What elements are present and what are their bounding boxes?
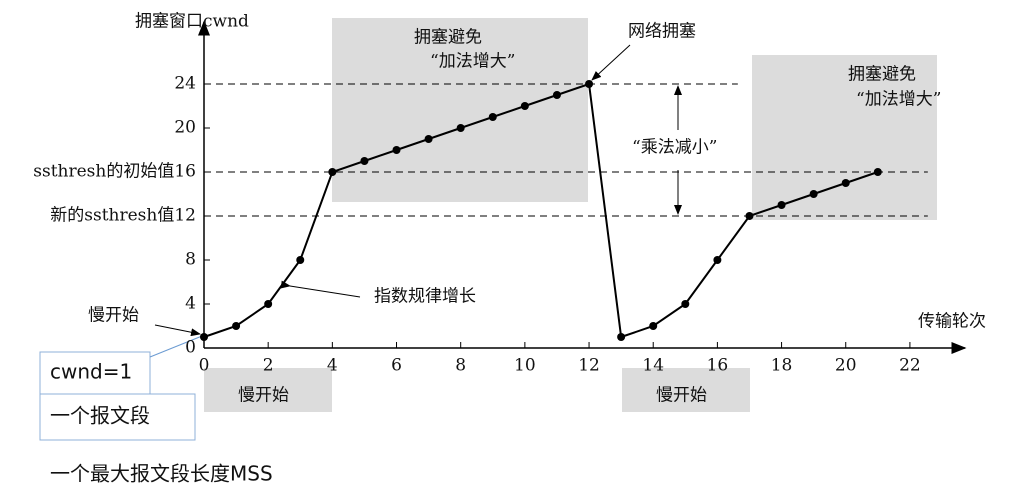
y-tick-label: 新的ssthresh值12: [50, 206, 196, 226]
annotation: 慢开始: [88, 305, 139, 326]
annotation: 拥塞避免: [848, 65, 916, 85]
data-point: [296, 256, 305, 264]
data-point: [745, 212, 754, 220]
annotation: “乘法减小”: [632, 138, 717, 158]
data-point: [777, 201, 786, 209]
y-tick-label: 24: [174, 74, 196, 94]
data-point: [809, 190, 818, 198]
note-box: [39, 351, 151, 395]
x-tick-label: 2: [263, 356, 274, 376]
x-tick-label: 18: [771, 356, 793, 376]
x-tick-label: 6: [391, 356, 402, 376]
slow-start-box: [204, 368, 332, 412]
y-tick-label: ssthresh的初始值16: [33, 162, 196, 182]
data-point: [585, 80, 594, 88]
annotation: 网络拥塞: [628, 22, 696, 42]
data-point: [681, 300, 690, 308]
avoid-box: [752, 55, 937, 220]
annotation: 一个最大报文段长度MSS: [50, 462, 273, 486]
y-tick-label: 4: [185, 294, 196, 314]
note-connector: [149, 335, 203, 358]
x-axis-label: 传输轮次: [918, 312, 986, 332]
annotation: 慢开始: [238, 385, 289, 406]
slow-start-box: [622, 368, 750, 412]
y-tick-label: 8: [185, 250, 196, 270]
arrow: [154, 324, 201, 337]
y-tick-label: 0: [185, 338, 196, 358]
y-axis-label: 拥塞窗口cwnd: [135, 12, 249, 32]
arrow: [591, 44, 631, 81]
annotation: cwnd=1: [50, 360, 132, 384]
annotation: 一个报文段: [50, 404, 150, 428]
arrow: [280, 280, 361, 298]
x-tick-label: 16: [707, 356, 729, 376]
annotation: “加法增大”: [856, 90, 941, 110]
data-point: [552, 91, 561, 99]
annotation: 慢开始: [656, 385, 707, 406]
data-point: [232, 322, 241, 330]
x-tick-label: 12: [578, 356, 600, 376]
data-point: [520, 102, 529, 110]
data-point: [424, 135, 433, 143]
x-tick-label: 22: [899, 356, 921, 376]
data-point: [200, 333, 208, 341]
annotation: 指数规律增长: [374, 287, 476, 307]
x-tick-label: 0: [199, 356, 210, 376]
data-point: [617, 333, 626, 341]
x-tick-label: 8: [455, 356, 466, 376]
data-point: [392, 146, 401, 154]
data-point: [328, 168, 337, 176]
annotation: “加法增大”: [430, 52, 515, 72]
y-tick-label: 20: [174, 118, 196, 138]
data-point: [873, 168, 882, 176]
data-point: [264, 300, 273, 308]
data-point: [713, 256, 722, 264]
data-point: [841, 179, 850, 187]
avoid-box: [332, 18, 588, 202]
x-tick-label: 20: [835, 356, 857, 376]
note-box: [39, 393, 196, 441]
data-point: [649, 322, 658, 330]
x-tick-label: 10: [514, 356, 536, 376]
data-point: [456, 124, 465, 132]
x-tick-label: 14: [642, 356, 664, 376]
cwnd-line: [203, 82, 879, 339]
x-tick-label: 4: [327, 356, 338, 376]
data-point: [488, 113, 497, 121]
annotation: 拥塞避免: [414, 28, 482, 48]
data-point: [360, 157, 369, 165]
